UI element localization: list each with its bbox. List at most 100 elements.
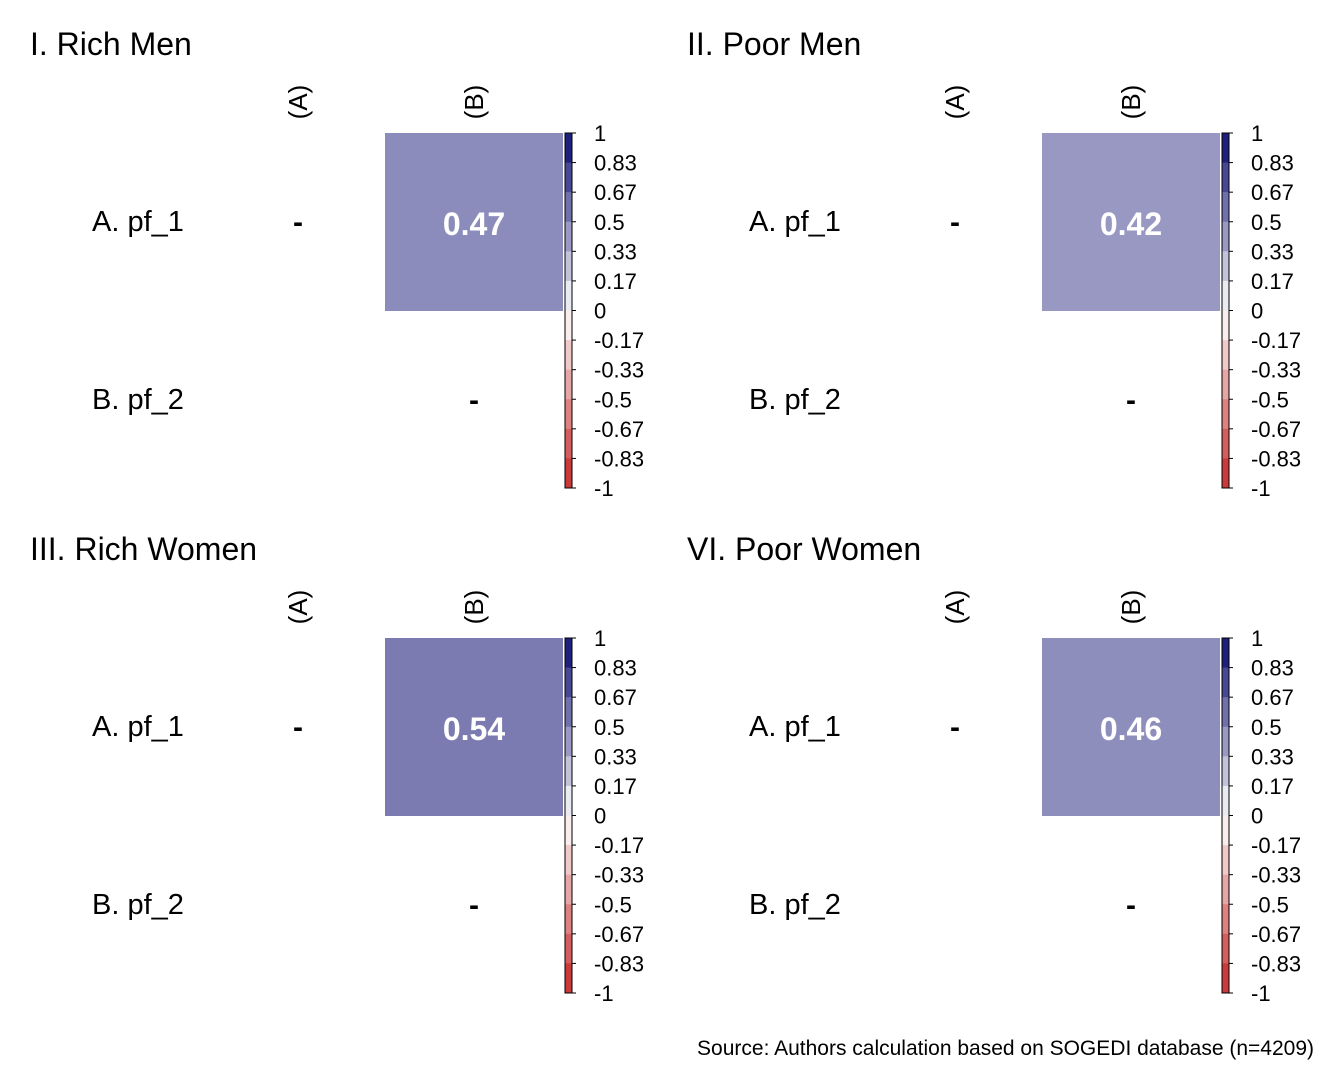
- colorbar-segment: [1222, 280, 1229, 311]
- colorbar-segment: [1222, 428, 1229, 459]
- colorbar-tick-label: 0.33: [594, 239, 637, 264]
- colorbar-segment: [1222, 221, 1229, 252]
- colorbar-segment: [1222, 369, 1229, 400]
- correlation-cell: [1042, 133, 1220, 311]
- colorbar-tick-label: -0.5: [1251, 387, 1289, 412]
- colorbar-segment: [565, 874, 572, 905]
- colorbar-segment: [565, 428, 572, 459]
- panel-title: I. Rich Men: [30, 26, 192, 62]
- colorbar-tick-label: 1: [1251, 121, 1263, 146]
- colorbar-tick-label: 0.33: [594, 744, 637, 769]
- colorbar-tick-label: -1: [594, 981, 614, 1006]
- colorbar-tick-label: -0.67: [1251, 417, 1301, 442]
- colorbar-segment: [565, 726, 572, 757]
- colorbar-tick-label: -0.17: [594, 833, 644, 858]
- heatmap-panel-3: III. Rich Women (A) (B) A. pf_1 B. pf_2 - 0.54…: [30, 531, 644, 1006]
- column-header: (B): [459, 590, 489, 625]
- colorbar-segment: [1222, 963, 1229, 994]
- colorbar-segment: [1222, 726, 1229, 757]
- colorbar-tick-label: -0.5: [594, 892, 632, 917]
- row-label: A. pf_1: [92, 206, 184, 238]
- colorbar-segment: [565, 697, 572, 728]
- colorbar-tick-label: -0.33: [594, 358, 644, 383]
- colorbar-tick-label: 0: [594, 804, 606, 829]
- colorbar-segment: [565, 458, 572, 489]
- row-label: A. pf_1: [749, 711, 841, 743]
- colorbar-segment: [565, 133, 572, 164]
- colorbar-tick-label: 0.83: [594, 656, 637, 681]
- cell-value-label: 0.54: [443, 711, 505, 747]
- colorbar-segment: [565, 904, 572, 935]
- colorbar-tick-label: 0.17: [594, 269, 637, 294]
- cell-empty-marker: -: [469, 384, 479, 417]
- colorbar-segment: [1222, 785, 1229, 816]
- colorbar-tick-label: 0: [1251, 299, 1263, 324]
- colorbar-segment: [1222, 458, 1229, 489]
- colorbar-tick-label: -0.67: [594, 922, 644, 947]
- column-header: (A): [283, 85, 313, 120]
- colorbar-segment: [565, 667, 572, 698]
- colorbar-tick-label: -1: [1251, 981, 1271, 1006]
- row-label: A. pf_1: [92, 711, 184, 743]
- heatmap-panel-2: II. Poor Men(A) (B)A. pf_1B. pf_2- 0.42-10…: [687, 26, 1301, 501]
- colorbar-tick-label: -0.83: [1251, 446, 1301, 471]
- cell-empty-marker: -: [1126, 384, 1136, 417]
- colorbar-tick-label: -1: [594, 476, 614, 501]
- column-header: (A): [283, 590, 313, 625]
- colorbar-tick-label: 0.17: [1251, 774, 1294, 799]
- heatmap-panel-1: I. Rich Men (A) (B) A. pf_1 B. pf_2 - 0.47 -1 0.…: [30, 26, 644, 501]
- column-header: (B): [459, 85, 489, 120]
- colorbar-tick-label: -0.83: [594, 951, 644, 976]
- cell-empty-marker: -: [950, 711, 960, 744]
- colorbar-tick-label: 0.67: [1251, 685, 1294, 710]
- cell-empty-marker: -: [1126, 889, 1136, 922]
- colorbar-tick-label: 0.33: [1251, 744, 1294, 769]
- column-header: (B): [1116, 590, 1146, 625]
- colorbar-segment: [565, 756, 572, 787]
- column-header: (A): [940, 590, 970, 625]
- colorbar-segment: [565, 933, 572, 964]
- colorbar-tick-label: -0.17: [1251, 833, 1301, 858]
- colorbar-segment: [565, 251, 572, 282]
- colorbar-segment: [565, 785, 572, 816]
- colorbar-tick-label: 0.83: [594, 151, 637, 176]
- colorbar-tick-label: 0.83: [1251, 151, 1294, 176]
- colorbar-tick-label: -0.83: [594, 446, 644, 471]
- cell-empty-marker: -: [293, 711, 303, 744]
- colorbar-segment: [565, 638, 572, 669]
- row-label: B. pf_2: [92, 384, 184, 416]
- colorbar-tick-label: 0: [594, 299, 606, 324]
- correlation-cell: [1042, 638, 1220, 816]
- colorbar-tick-label: -0.83: [1251, 951, 1301, 976]
- colorbar-segment: [1222, 874, 1229, 905]
- colorbar-segment: [565, 221, 572, 252]
- colorbar-tick-label: 0.17: [594, 774, 637, 799]
- panel-title: VI. Poor Women: [687, 531, 921, 567]
- colorbar-tick-label: -0.33: [1251, 863, 1301, 888]
- colorbar-segment: [565, 815, 572, 846]
- colorbar-tick-label: 0.5: [594, 715, 625, 740]
- panel-title: II. Poor Men: [687, 26, 861, 62]
- colorbar-tick-label: -0.67: [1251, 922, 1301, 947]
- colorbar-segment: [565, 280, 572, 311]
- row-label: B. pf_2: [92, 889, 184, 921]
- correlation-cell: [385, 133, 563, 311]
- colorbar-segment: [565, 399, 572, 430]
- cell-value-label: 0.47: [443, 206, 505, 242]
- colorbar-segment: [1222, 667, 1229, 698]
- row-label: A. pf_1: [749, 206, 841, 238]
- colorbar-tick-label: 0.5: [594, 210, 625, 235]
- colorbar-tick-label: -1: [1251, 476, 1271, 501]
- colorbar-tick-label: -0.67: [594, 417, 644, 442]
- colorbar-tick-label: -0.33: [594, 863, 644, 888]
- row-label: B. pf_2: [749, 889, 841, 921]
- colorbar-segment: [1222, 697, 1229, 728]
- colorbar-segment: [565, 310, 572, 341]
- cell-empty-marker: -: [469, 889, 479, 922]
- colorbar-segment: [565, 845, 572, 876]
- colorbar-tick-label: -0.5: [1251, 892, 1289, 917]
- cell-empty-marker: -: [950, 206, 960, 239]
- colorbar-segment: [565, 162, 572, 193]
- colorbar-tick-label: 0.33: [1251, 239, 1294, 264]
